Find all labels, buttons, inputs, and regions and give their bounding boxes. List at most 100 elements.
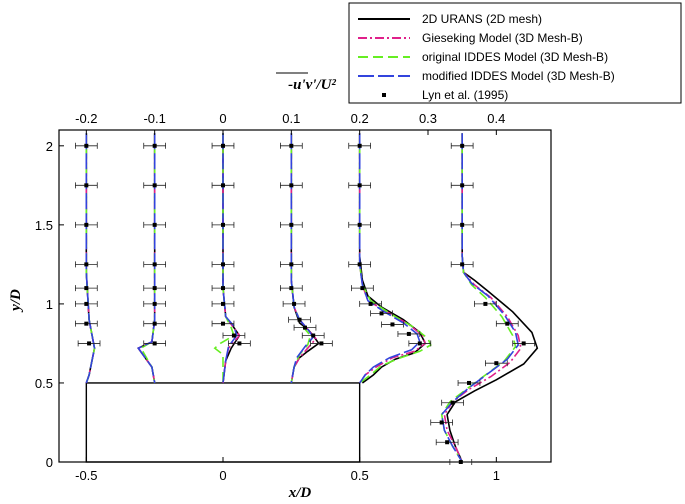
exp-point	[75, 285, 98, 292]
top-tick-label: 0.3	[419, 111, 437, 126]
exp-point	[75, 142, 98, 149]
exp-point	[348, 221, 372, 228]
exp-point	[143, 285, 167, 292]
top-tick-label: -0.1	[143, 111, 165, 126]
exp-point	[301, 332, 325, 339]
exp-point	[211, 221, 235, 228]
exp-point	[75, 300, 98, 307]
series-0-profile-5	[446, 133, 539, 463]
y-tick-label: 1	[46, 297, 53, 312]
legend-entry-exp: Lyn et al. (1995)	[422, 88, 508, 102]
x-tick-label: 1	[493, 468, 500, 483]
exp-point	[484, 360, 508, 367]
exp-point	[430, 419, 454, 426]
exp-point	[143, 221, 167, 228]
series-3-profile-3	[290, 133, 315, 384]
exp-point	[474, 300, 497, 307]
exp-point	[211, 182, 235, 189]
exp-point	[75, 182, 98, 189]
series-3-profile-2	[222, 133, 238, 384]
exp-point	[222, 332, 246, 339]
legend-entry-0: 2D URANS (2D mesh)	[422, 12, 542, 26]
x-axis-label: x/D	[288, 485, 312, 501]
y-tick-label: 0.5	[35, 376, 53, 391]
exp-point	[75, 320, 98, 327]
cylinder-outline	[85, 382, 361, 463]
exp-point	[288, 316, 311, 323]
exp-point	[441, 399, 464, 406]
top-tick-label: 0.1	[282, 111, 300, 126]
exp-point	[279, 221, 303, 228]
exp-point	[282, 300, 306, 307]
exp-point	[435, 439, 459, 446]
exp-point	[143, 300, 167, 307]
y-axis-label: y/D	[8, 289, 24, 313]
series-1-profile-5	[443, 133, 522, 463]
exp-point	[228, 340, 251, 347]
series-3-profile-0	[85, 133, 96, 384]
exp-point	[77, 340, 101, 347]
exp-point	[450, 221, 474, 228]
legend-swatch-exp	[382, 93, 386, 97]
exp-point	[348, 182, 372, 189]
x-tick-label: 0.5	[351, 468, 369, 483]
y-tick-label: 2	[46, 139, 53, 154]
top-tick-label: -0.2	[75, 111, 97, 126]
series-2-profile-3	[290, 133, 312, 384]
series-0-profile-2	[222, 133, 241, 384]
y-tick-label: 0	[46, 455, 53, 470]
series-3-profile-4	[358, 133, 421, 384]
series-1-profile-4	[358, 133, 427, 384]
series-2-profile-4	[358, 133, 432, 384]
exp-point	[450, 261, 474, 268]
exp-point	[348, 261, 372, 268]
plot-frame	[58, 129, 552, 463]
exp-point	[279, 285, 303, 292]
exp-point	[359, 300, 382, 307]
series-2-profile-5	[440, 133, 517, 463]
exp-point	[450, 182, 474, 189]
series-1-profile-2	[222, 133, 241, 384]
exp-point	[143, 261, 167, 268]
top-tick-label: 0.2	[351, 111, 369, 126]
exp-point	[449, 459, 473, 465]
exp-point	[211, 320, 235, 327]
y-tick-label: 1.5	[35, 218, 53, 233]
exp-point	[310, 340, 333, 347]
exp-point	[397, 330, 421, 337]
exp-point	[143, 142, 167, 149]
exp-point	[495, 320, 519, 327]
exp-point	[370, 310, 393, 317]
series-1-profile-3	[290, 133, 317, 384]
exp-point	[279, 261, 303, 268]
exp-point	[143, 320, 167, 327]
exp-point	[143, 182, 167, 189]
legend-entry-3: modified IDDES Model (3D Mesh-B)	[422, 69, 615, 83]
series-2-profile-2	[213, 133, 235, 383]
x-tick-label: -0.5	[75, 468, 97, 483]
exp-point	[457, 379, 481, 386]
exp-point	[279, 142, 303, 149]
exp-point	[75, 221, 98, 228]
exp-point	[75, 261, 98, 268]
exp-point	[211, 300, 235, 307]
top-tick-label: 0	[219, 111, 226, 126]
legend-entry-1: Gieseking Model (3D Mesh-B)	[422, 31, 583, 45]
top-axis-label: -u'v'/U²	[288, 77, 336, 93]
exp-point	[211, 285, 235, 292]
legend: 2D URANS (2D mesh) Gieseking Model (3D Me…	[348, 2, 682, 104]
x-tick-label: 0	[219, 468, 226, 483]
legend-entry-2: original IDDES Model (3D Mesh-B)	[422, 50, 608, 64]
exp-point	[351, 285, 374, 292]
exp-point	[211, 261, 235, 268]
exp-point	[279, 182, 303, 189]
exp-point	[408, 340, 432, 347]
exp-point	[293, 324, 317, 331]
top-tick-label: 0.4	[487, 111, 505, 126]
series-3-profile-5	[440, 133, 520, 463]
exp-point	[450, 142, 474, 149]
exp-point	[143, 340, 167, 347]
exp-point	[381, 321, 404, 328]
exp-point	[512, 340, 535, 347]
